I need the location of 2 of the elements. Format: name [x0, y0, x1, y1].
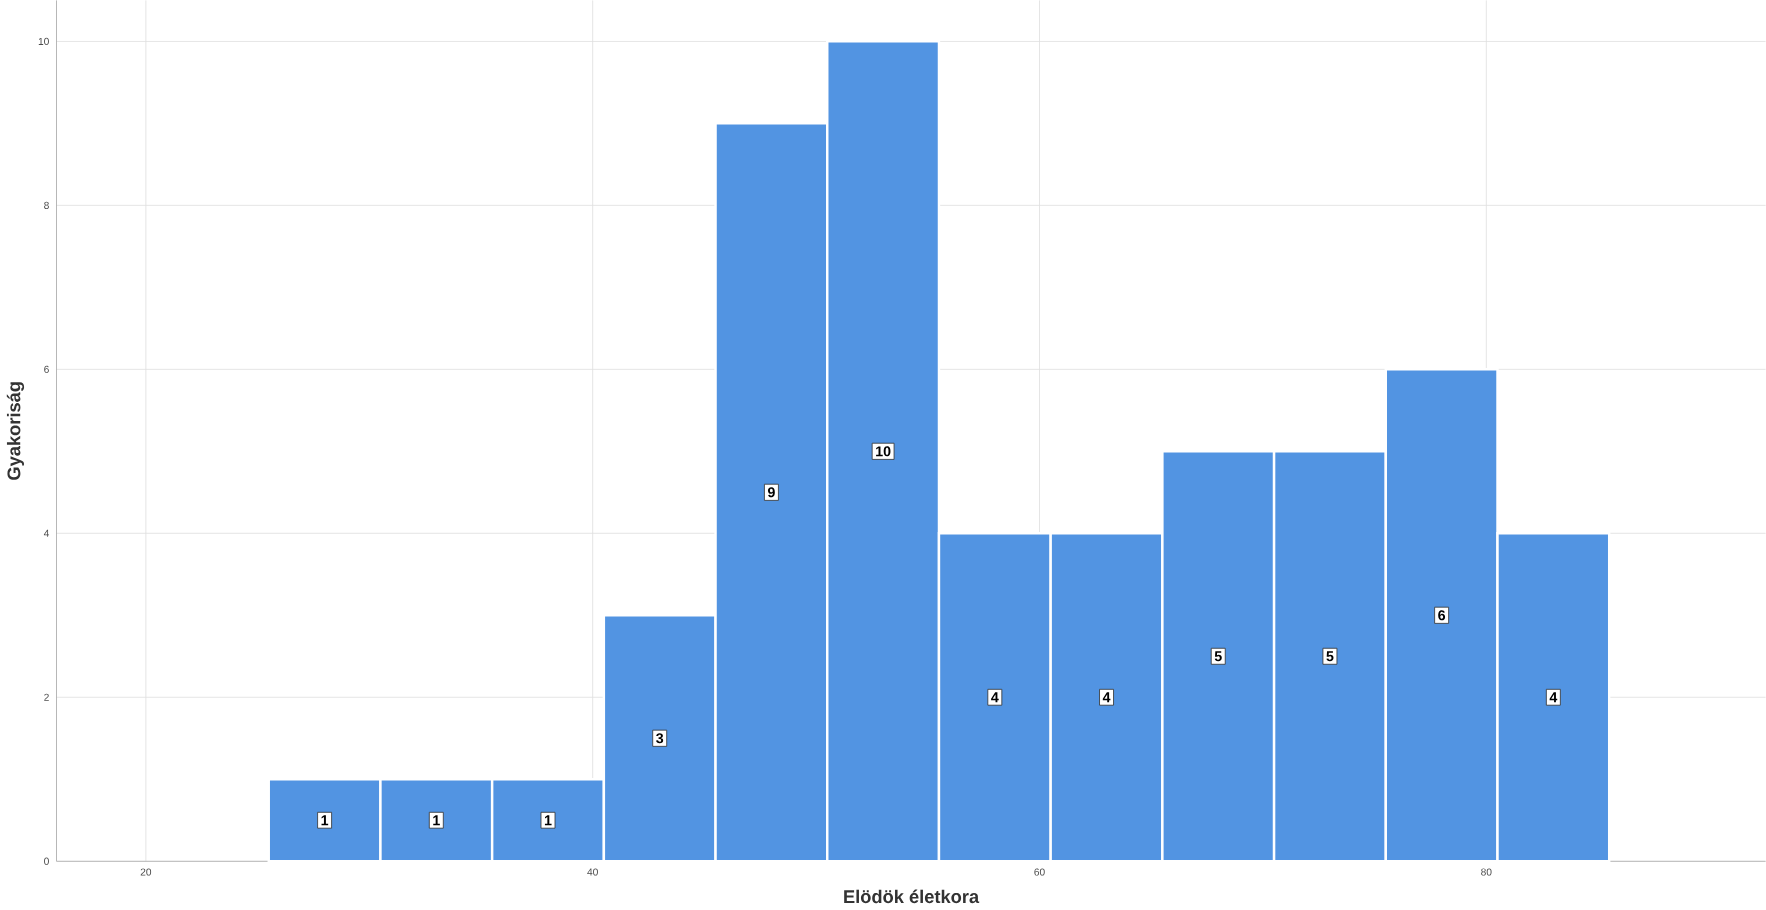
- y-axis-title: Gyakoriság: [6, 382, 25, 480]
- x-axis-title: Elödök életkora: [844, 889, 980, 904]
